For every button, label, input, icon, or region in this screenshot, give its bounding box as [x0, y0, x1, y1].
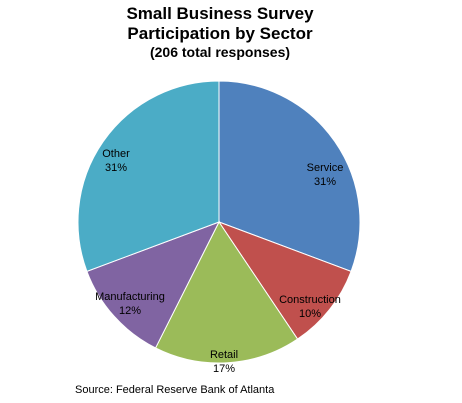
- slice-label-service: Service: [307, 162, 344, 174]
- slice-label-retail: Retail: [210, 349, 238, 361]
- pie-slice-retail: [154, 221, 299, 364]
- slice-label-construction: Construction: [279, 294, 341, 306]
- pie-slice-manufacturing: [86, 221, 221, 349]
- pie-slice-other: [77, 80, 220, 273]
- chart-response-count: (206 total responses): [149, 44, 291, 60]
- slice-percent-service: 31%: [314, 176, 336, 188]
- slice-percent-other: 31%: [105, 162, 127, 174]
- slice-percent-manufacturing: 12%: [119, 305, 141, 317]
- chart-title: Small Business Survey: [126, 4, 314, 23]
- slice-label-manufacturing: Manufacturing: [95, 291, 165, 303]
- chart-subtitle: Participation by Sector: [127, 24, 313, 43]
- slice-percent-retail: 17%: [213, 363, 235, 375]
- slice-label-other: Other: [102, 148, 130, 160]
- slice-percent-construction: 10%: [299, 308, 321, 320]
- pie-slice-service: [218, 80, 361, 273]
- chart-source: Source: Federal Reserve Bank of Atlanta: [75, 384, 275, 396]
- pie-slice-construction: [217, 220, 352, 340]
